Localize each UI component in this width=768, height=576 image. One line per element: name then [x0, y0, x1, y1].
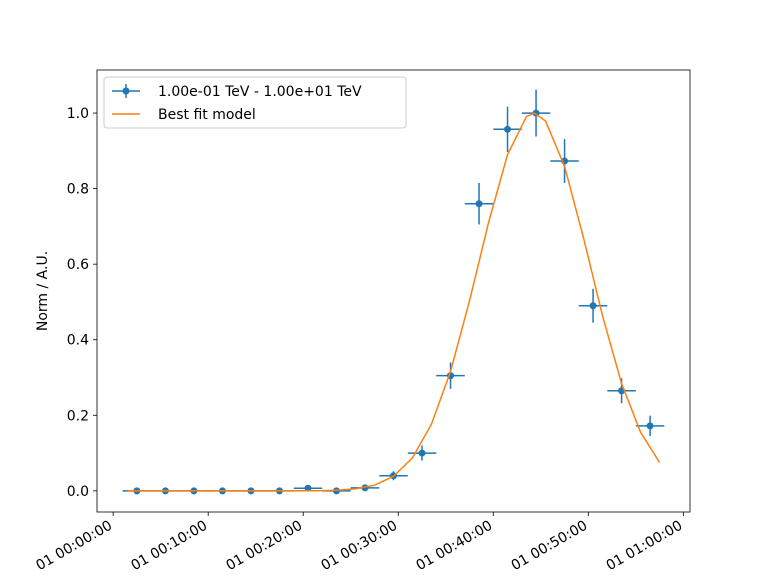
- x-tick-label: 01 00:40:00: [414, 518, 496, 574]
- legend: 1.00e-01 TeV - 1.00e+01 TeV Best fit mode…: [103, 76, 407, 129]
- x-tick-label: 01 00:00:00: [33, 518, 115, 574]
- data-point: [418, 449, 426, 457]
- y-tick-label: 0.4: [67, 333, 89, 349]
- legend-box: [103, 76, 407, 129]
- legend-label: Best fit model: [158, 107, 256, 123]
- x-tick-label: 01 00:10:00: [128, 518, 210, 574]
- x-tick-label: 01 00:30:00: [319, 518, 401, 574]
- plot-area: [122, 89, 665, 495]
- x-tick-label: 01 01:00:00: [604, 518, 686, 574]
- data-point: [646, 422, 654, 430]
- fit-line: [127, 112, 661, 492]
- axes-frame: [96, 69, 691, 513]
- data-point: [504, 125, 512, 133]
- x-tick-label: 01 00:50:00: [509, 518, 591, 574]
- data-point: [304, 484, 312, 492]
- legend-swatch: [122, 87, 130, 95]
- y-tick-label: 0.0: [67, 484, 89, 500]
- y-tick-label: 0.2: [67, 408, 89, 424]
- y-axis-label: Norm / A.U.: [35, 251, 51, 331]
- legend-label: 1.00e-01 TeV - 1.00e+01 TeV: [158, 84, 362, 100]
- data-point: [589, 302, 597, 310]
- y-tick-label: 0.8: [67, 182, 89, 198]
- data-point: [475, 200, 483, 208]
- y-tick-label: 0.6: [67, 257, 89, 273]
- x-tick-label: 01 00:20:00: [223, 518, 305, 574]
- y-tick-label: 1.0: [67, 106, 89, 122]
